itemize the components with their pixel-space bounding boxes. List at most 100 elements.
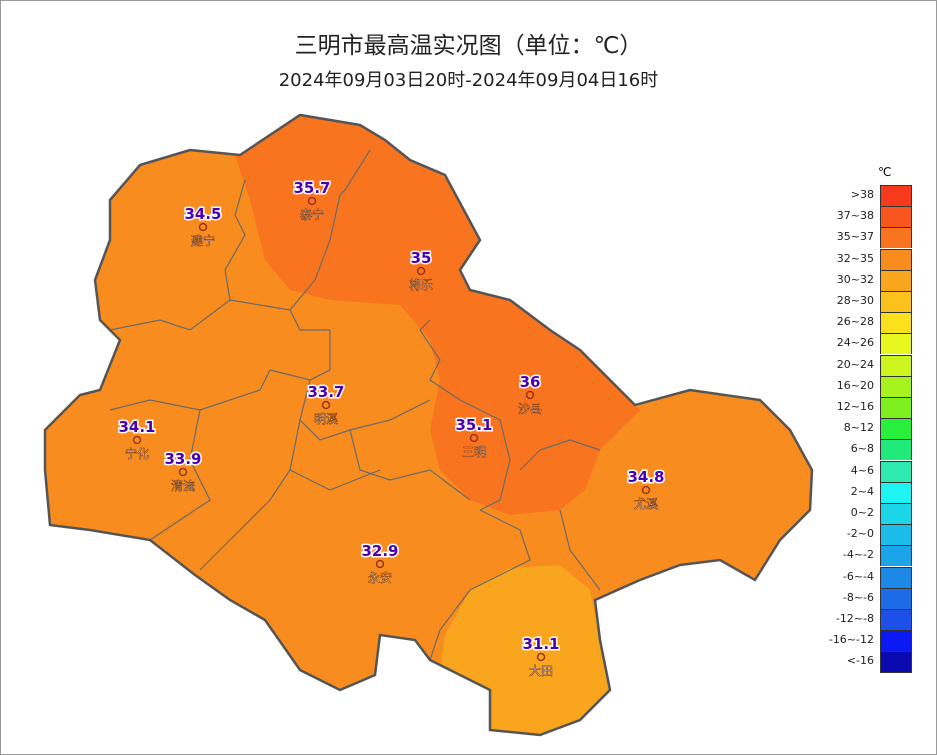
station-10: 31.1 大田	[521, 634, 561, 679]
legend-item: 4~6	[822, 460, 917, 482]
legend-label: 16~20	[836, 378, 874, 392]
station-8: 34.8 尤溪	[626, 467, 666, 512]
station-7: 33.9 清流	[163, 449, 203, 494]
station-marker-icon	[198, 222, 208, 232]
legend-label: 30~32	[836, 272, 874, 286]
legend-item: 0~2	[822, 503, 917, 524]
legend-label: 24~26	[836, 336, 874, 350]
legend-item: -12~-8	[822, 609, 917, 630]
legend-item: 28~30	[822, 291, 917, 312]
legend-swatch	[880, 375, 912, 397]
legend-swatch	[880, 460, 912, 482]
stations-layer: 35.7 泰宁 34.5 建宁 35 将乐 36 沙县 33.7 明溪 34.1 宁化 35.1 三明 33…	[117, 178, 666, 679]
legend-item: 6~8	[822, 439, 917, 461]
legend-unit: ℃	[878, 165, 892, 179]
station-value: 34.8	[627, 468, 664, 486]
station-2: 35 将乐	[409, 248, 434, 293]
legend-item: 20~24	[822, 354, 917, 376]
legend-item: -8~-6	[822, 587, 917, 609]
station-name: 尤溪	[634, 497, 658, 511]
station-value: 31.1	[522, 635, 559, 653]
legend-item: 30~32	[822, 269, 917, 291]
legend-swatch	[880, 566, 912, 588]
legend-label: -16~-12	[828, 633, 874, 647]
legend-swatch	[880, 354, 912, 376]
legend-label: 37~38	[836, 209, 874, 223]
legend-swatch	[880, 439, 912, 461]
legend-swatch	[880, 206, 912, 228]
legend-item: -6~-4	[822, 566, 917, 588]
station-5: 34.1 宁化	[117, 417, 157, 462]
legend-swatch	[880, 630, 912, 652]
legend-item: 32~35	[822, 248, 917, 270]
legend-swatch	[880, 333, 912, 355]
station-6: 35.1 三明	[454, 415, 494, 460]
station-value: 35.7	[293, 179, 330, 197]
station-name: 清流	[171, 479, 195, 493]
legend-swatch	[880, 609, 912, 630]
station-value: 35.1	[455, 416, 492, 434]
station-name: 大田	[529, 664, 553, 678]
legend-swatch	[880, 185, 912, 206]
legend-label: <-16	[846, 654, 874, 668]
station-9: 32.9 永安	[360, 541, 400, 586]
station-name: 三明	[462, 445, 486, 459]
map-title: 三明市最高温实况图（单位：℃）	[294, 33, 643, 59]
legend-swatch	[880, 587, 912, 609]
station-name: 将乐	[409, 278, 433, 292]
legend-item: >38	[822, 185, 917, 206]
legend-label: 8~12	[843, 421, 874, 435]
station-1: 34.5 建宁	[183, 204, 223, 249]
legend-item: 35~37	[822, 227, 917, 249]
legend-item: -4~-2	[822, 545, 917, 567]
station-marker-icon	[416, 266, 426, 276]
legend-label: -12~-8	[835, 612, 874, 625]
station-name: 建宁	[191, 233, 215, 248]
legend-label: 20~24	[836, 357, 874, 371]
county-borders	[109, 149, 601, 661]
legend-swatch	[880, 312, 912, 334]
legend-item: 24~26	[822, 333, 917, 355]
legend-item: -2~0	[822, 524, 917, 546]
station-name: 明溪	[314, 412, 338, 426]
station-name: 宁化	[125, 446, 149, 461]
legend-swatch	[880, 418, 912, 440]
station-marker-icon	[536, 652, 546, 662]
legend-label: 32~35	[836, 251, 874, 265]
legend-swatch	[880, 524, 912, 546]
legend-item: 16~20	[822, 375, 917, 397]
legend-label: -2~0	[846, 527, 874, 541]
legend-swatch	[880, 397, 912, 418]
legend-label: 35~37	[836, 230, 874, 244]
station-3: 36 沙县	[518, 372, 543, 417]
legend-swatch	[880, 545, 912, 567]
station-marker-icon	[641, 485, 651, 495]
legend-label: 0~2	[850, 506, 874, 519]
legend-item: 8~12	[822, 418, 917, 440]
legend-label: -8~-6	[842, 590, 874, 604]
station-value: 33.9	[164, 450, 201, 468]
station-name: 泰宁	[300, 207, 324, 222]
station-marker-icon	[132, 435, 142, 445]
legend-swatch	[880, 651, 912, 674]
station-value: 36	[520, 373, 541, 391]
legend-label: -6~-4	[842, 569, 874, 583]
legend-label: 26~28	[836, 315, 874, 329]
legend-item: <-16	[822, 651, 917, 674]
station-0: 35.7 泰宁	[292, 178, 332, 223]
legend-swatch	[880, 503, 912, 524]
legend-swatch	[880, 291, 912, 312]
station-marker-icon	[469, 433, 479, 443]
legend-item: 2~4	[822, 481, 917, 503]
station-value: 32.9	[361, 542, 398, 560]
legend-label: 12~16	[836, 400, 874, 413]
legend-swatch	[880, 269, 912, 291]
zone-35-37	[230, 115, 640, 515]
station-name: 沙县	[518, 402, 542, 416]
station-name: 永安	[368, 570, 392, 585]
station-4: 33.7 明溪	[306, 382, 346, 427]
legend-label: >38	[850, 188, 874, 201]
legend-label: -4~-2	[842, 548, 874, 562]
